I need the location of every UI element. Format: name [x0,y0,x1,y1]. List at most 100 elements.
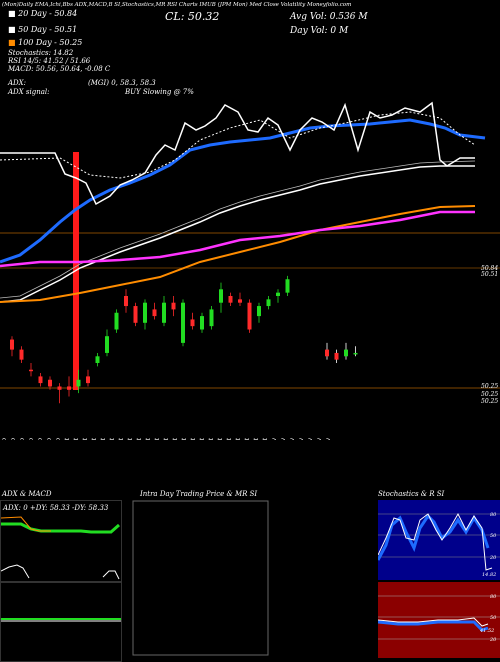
candle-body [238,299,242,303]
rsi-panel: 80 50 20 41.52 [378,582,500,658]
intraday-panel [132,500,269,656]
ma20-value: 20 Day - 50.84 [18,9,78,18]
candle-body [86,376,90,384]
candle-body [257,306,261,317]
candle-body [57,386,62,390]
rsi-blue-line [378,620,489,632]
x-tick-label: 27 Sep [46,438,53,440]
candle-body [276,292,280,296]
stoch-tick-50: 50 [490,533,497,539]
x-tick-label: 23 Sep [10,438,17,440]
x-tick-label: 04 Oct [91,437,98,440]
ma20-label: ■ 20 Day - 50.84 [8,9,78,18]
candle-body [285,279,290,293]
buy-signal-label: BUY Slowing @ 7% [125,88,194,96]
ema-200-line [0,210,475,268]
avg-vol-label: Avg Vol: 0.536 M [290,12,368,22]
x-tick-label: 11 Nov [325,437,332,440]
adx-panel: ADX: 0 +DY: 58.33 -DY: 58.33 [0,500,122,582]
ma50-value: 50 Day - 50.51 [18,25,78,34]
adx-white-curve-left [1,564,30,579]
adx-white-curve-right [102,570,120,580]
candle-body [344,349,348,357]
candle-body [266,299,271,307]
x-tick-label: 15 Oct [154,437,161,440]
rsi-tick-50: 50 [490,615,497,621]
candle-body [76,379,81,387]
x-tick-label: 18 Oct [181,437,188,440]
x-tick-label: 01 Oct [64,437,71,440]
candle-body [190,319,195,327]
ema-50-line [0,165,475,303]
right-axis-lower-1: 50.25 [481,383,499,390]
x-tick-label: 28 Oct [235,437,242,440]
price-white-line [0,101,475,206]
x-tick-label: 06 Nov [298,437,305,440]
x-tick-label: 23 Oct [208,437,215,440]
x-tick-label: 16 Oct [163,437,170,440]
candle-body [10,339,14,350]
ema-20-line [0,118,486,264]
candle-body [219,289,223,303]
stochastics-label: Stochastics: 14.82 [8,49,74,57]
stoch-panel-title: Stochastics & R SI [378,490,445,498]
candle-body [334,352,339,360]
right-axis-lower-3: 50.25 [481,398,499,405]
x-tick-label: 30 Oct [253,437,260,440]
rsi-label: RSI 14/5: 41.52 / 51.66 [8,57,91,65]
candle-body [38,376,43,384]
ema-50-upper [0,160,476,299]
close-label: CL: 50.32 [165,10,220,23]
rsi-white-line [378,617,489,627]
candle-body [162,302,166,323]
x-tick-label: 08 Nov [316,437,323,440]
adx-values: (MGI) 0, 58.3, 58.3 [88,79,156,87]
macd-label: MACD: 50.56, 50.64, -0.08 C [8,65,111,73]
x-tick-label: 02 Oct [73,437,80,440]
stoch-tick-80: 80 [490,512,497,518]
x-tick-label: 07 Nov [307,437,314,440]
candle-body [325,349,329,357]
stoch-tick-20: 20 [489,555,497,561]
x-axis-labels: 22 Sep23 Sep24 Sep25 Sep26 Sep27 Sep30 S… [1,437,332,440]
candle-body [209,309,214,327]
adx-panel-values: ADX: 0 +DY: 58.33 -DY: 58.33 [2,504,109,512]
stoch-panel: 80 50 20 14.82 [378,500,500,580]
x-tick-label: 07 Oct [100,437,107,440]
x-tick-label: 14 Oct [145,437,152,440]
adx-orange-line [1,516,51,532]
candle-body [171,302,176,310]
x-tick-label: 09 Oct [118,437,125,440]
x-tick-label: 08 Oct [109,437,116,440]
horizontal-levels [0,232,500,389]
candle-body [133,306,138,323]
x-tick-label: 10 Oct [127,437,134,440]
x-tick-label: 21 Oct [190,437,197,440]
x-tick-label: 05 Nov [289,437,296,440]
candle-body [228,296,233,303]
x-tick-label: 04 Nov [280,437,287,440]
x-tick-label: 11 Oct [136,437,143,440]
x-tick-label: 03 Oct [82,437,89,440]
x-tick-label: 22 Oct [199,437,206,440]
x-tick-label: 30 Sep [55,438,62,440]
rsi-tick-20: 20 [489,637,497,643]
adx-signal-label: ADX signal: [8,88,50,96]
ma100-value: 100 Day - 50.25 [18,38,83,47]
x-tick-label: 25 Oct [226,437,233,440]
candle-body [48,379,52,387]
rsi-tick-80: 80 [490,594,497,600]
adx-panel-title: ADX & MACD [2,490,52,498]
x-tick-label: 25 Sep [28,438,35,440]
x-tick-label: 17 Oct [172,437,179,440]
right-axis-upper-2: 50.51 [481,271,499,278]
stoch-value: 14.82 [482,572,496,578]
ma100-label: ■ 100 Day - 50.25 [8,38,83,47]
intraday-panel-title: Intra Day Trading Price & MR SI [140,490,258,498]
right-axis-upper-1: 50.84 [481,265,499,272]
x-tick-label: 26 Sep [37,438,44,440]
x-tick-label: 29 Oct [244,437,251,440]
adx-label: ADX: [8,79,27,87]
candle-body [143,302,147,323]
adx-green-line [1,522,120,534]
